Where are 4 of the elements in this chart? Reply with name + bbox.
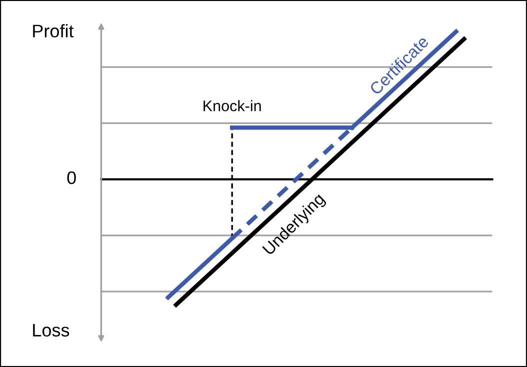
text: Profit <box>33 24 74 38</box>
text: 0 <box>67 171 76 184</box>
annotation: Knock-in <box>204 100 261 112</box>
text: Loss <box>33 324 70 337</box>
